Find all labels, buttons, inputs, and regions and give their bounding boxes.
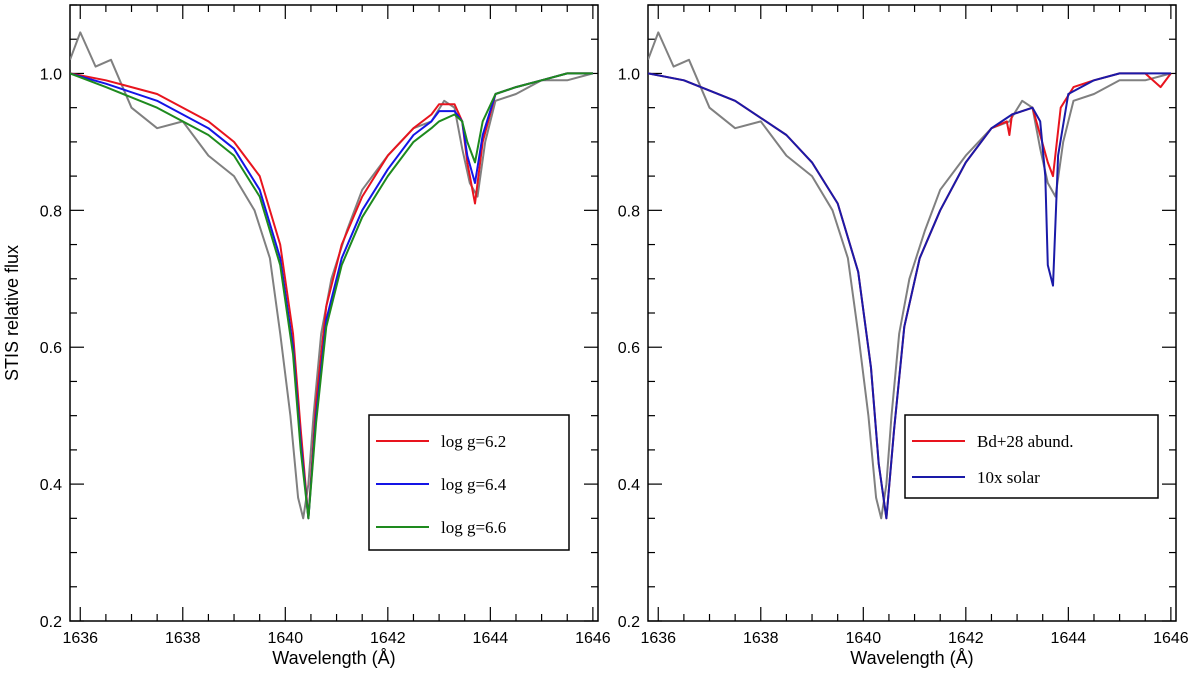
y-tick-label: 1.0 <box>40 66 62 83</box>
x-tick-label: 1640 <box>268 630 304 647</box>
series-line-log-g-6-2 <box>70 72 593 520</box>
y-tick-label: 1.0 <box>618 66 640 83</box>
y-tick-label: 0.2 <box>618 614 640 631</box>
x-axis-title: Wavelength (Å) <box>850 648 973 668</box>
legend-box <box>904 414 1159 499</box>
series-line-log-g-6-4 <box>70 72 593 520</box>
y-tick-label: 0.4 <box>618 477 640 494</box>
series-line-10x-solar <box>648 72 1171 520</box>
x-tick-label: 1636 <box>62 630 98 647</box>
series-group <box>648 31 1172 520</box>
y-tick-label: 0.8 <box>40 203 62 220</box>
y-tick-label: 0.8 <box>618 203 640 220</box>
x-tick-label: 1642 <box>370 630 406 647</box>
x-tick-label: 1636 <box>640 630 676 647</box>
x-axis-title: Wavelength (Å) <box>272 648 395 668</box>
x-tick-label: 1640 <box>846 630 882 647</box>
x-tick-label: 1646 <box>1153 630 1189 647</box>
series-group <box>70 31 594 520</box>
y-tick-label: 0.6 <box>40 340 62 357</box>
series-line-log-g-6-6 <box>70 72 593 520</box>
y-tick-label: 0.6 <box>618 340 640 357</box>
legend-label: 10x solar <box>977 468 1040 487</box>
x-tick-label: 1638 <box>743 630 779 647</box>
legend-label: log g=6.2 <box>441 432 506 451</box>
y-tick-label: 0.4 <box>40 477 62 494</box>
x-tick-label: 1644 <box>473 630 509 647</box>
right-panel: 1636 1638 1640 1642 1644 1646 0.2 0.4 0.6 0.8 1.0 W… <box>618 4 1189 668</box>
x-tick-label: 1646 <box>575 630 611 647</box>
y-tick-label: 0.2 <box>40 614 62 631</box>
series-line-observed <box>70 31 594 520</box>
x-tick-label: 1642 <box>948 630 984 647</box>
legend: log g=6.2 log g=6.4 log g=6.6 <box>368 414 570 551</box>
legend: Bd+28 abund. 10x solar <box>904 414 1159 499</box>
x-tick-label: 1644 <box>1051 630 1087 647</box>
legend-label: log g=6.4 <box>441 475 507 494</box>
legend-label: Bd+28 abund. <box>977 432 1073 451</box>
legend-label: log g=6.6 <box>441 518 506 537</box>
left-panel: 1636 1638 1640 1642 1644 1646 0.2 0.4 0.6 0.8 1.0 W… <box>2 4 611 668</box>
x-tick-label: 1638 <box>165 630 201 647</box>
y-axis-title: STIS relative flux <box>2 245 22 381</box>
